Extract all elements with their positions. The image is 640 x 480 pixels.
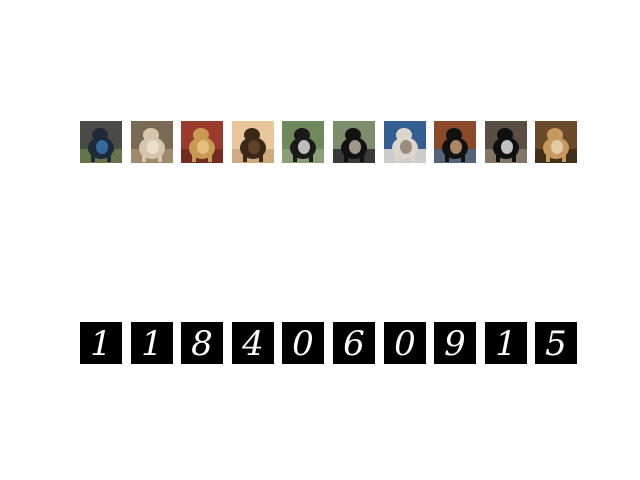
digit-image-8: 9	[434, 322, 477, 364]
digit-image-3: 8	[181, 322, 224, 364]
dog-thumbnail-7	[383, 121, 426, 163]
dog-images-row	[80, 121, 578, 163]
digit-image-2: 1	[130, 322, 173, 364]
dog-thumbnail-5	[282, 121, 325, 163]
dog-thumbnail-2	[130, 121, 173, 163]
digit-image-4: 4	[231, 322, 274, 364]
digit-label: 5	[546, 324, 568, 364]
digit-image-1: 1	[80, 322, 122, 364]
digit-label: 9	[444, 324, 466, 364]
dog-thumbnail-10	[535, 121, 578, 163]
dog-thumbnail-1	[80, 121, 122, 163]
digit-image-6: 6	[333, 322, 375, 364]
digit-image-10: 5	[535, 322, 578, 364]
digit-label: 4	[241, 324, 264, 364]
digit-label: 1	[90, 324, 112, 364]
digit-label: 1	[495, 324, 517, 364]
digit-image-5: 0	[282, 322, 325, 364]
digit-label: 6	[343, 324, 365, 364]
dog-thumbnail-6	[333, 121, 375, 163]
dog-thumbnail-9	[484, 121, 527, 163]
digit-label: 0	[293, 324, 315, 364]
digit-label: 0	[394, 324, 416, 364]
digit-image-7: 0	[383, 322, 426, 364]
dog-thumbnail-4	[231, 121, 274, 163]
dog-thumbnail-8	[434, 121, 477, 163]
digit-image-9: 1	[484, 322, 527, 364]
digit-label: 8	[191, 324, 213, 364]
dog-thumbnail-3	[181, 121, 224, 163]
digit-label: 1	[141, 324, 163, 364]
